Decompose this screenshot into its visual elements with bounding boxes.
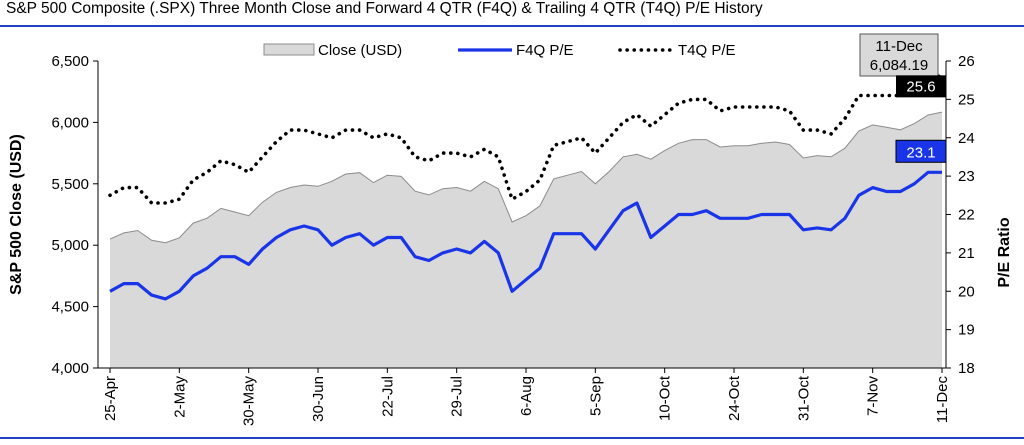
left-tick-label: 4,500 <box>51 299 89 316</box>
t4q-callout-value: 25.6 <box>906 78 935 95</box>
legend-label-t4q: T4Q P/E <box>678 42 736 59</box>
close-area-outline <box>109 111 943 244</box>
bottom-rule <box>0 437 1024 439</box>
left-tick-label: 6,000 <box>51 114 89 131</box>
legend: Close (USD) F4Q P/E T4Q P/E <box>263 42 736 59</box>
left-axis-title: S&P 500 Close (USD) <box>8 134 25 295</box>
chart-title: S&P 500 Composite (.SPX) Three Month Clo… <box>6 0 763 17</box>
x-tick-label: 29-Jul <box>449 376 466 417</box>
legend-label-close: Close (USD) <box>318 42 402 59</box>
close-area-series <box>109 111 943 368</box>
close-callout-box <box>859 33 939 77</box>
x-tick-label: 31-Oct <box>795 375 812 421</box>
close-callout-value: 6,084.19 <box>870 57 928 74</box>
x-tick-label: 22-Jul <box>379 376 396 417</box>
right-tick-label: 22 <box>958 207 975 224</box>
left-tick-label: 4,000 <box>51 360 89 377</box>
t4q-callout-box <box>896 75 946 98</box>
x-tick-label: 2-May <box>171 376 188 418</box>
right-tick-label: 21 <box>958 245 975 262</box>
x-tick-label: 6-Aug <box>518 376 535 416</box>
x-tick-label: 30-Jun <box>310 376 327 422</box>
axes: 4,000 4,500 5,000 5,500 6,000 6,500 18 19 20 21 22… <box>8 53 1013 426</box>
right-tick-label: 25 <box>958 91 975 108</box>
x-tick-label: 25-Apr <box>102 376 119 421</box>
right-axis-title: P/E Ratio <box>996 217 1013 287</box>
right-tick-label: 20 <box>958 283 975 300</box>
x-tick-label: 24-Oct <box>726 375 743 421</box>
x-tick-label: 7-Nov <box>865 376 882 417</box>
right-tick-label: 23 <box>958 168 975 185</box>
pe-line-series <box>108 74 944 301</box>
x-tick-label: 10-Oct <box>657 375 674 421</box>
legend-label-f4q: F4Q P/E <box>516 42 574 59</box>
right-tick-label: 24 <box>958 130 975 147</box>
left-tick-label: 6,500 <box>51 53 89 70</box>
left-tick-label: 5,000 <box>51 237 89 254</box>
f4q-callout-box <box>895 139 947 163</box>
t4q-pe-line <box>108 74 944 205</box>
title-rule <box>0 25 1024 27</box>
f4q-pe-line <box>109 170 942 301</box>
right-tick-label: 19 <box>958 322 975 339</box>
left-tick-label: 5,500 <box>51 176 89 193</box>
right-tick-label: 18 <box>958 360 975 377</box>
f4q-callout-value: 23.1 <box>906 144 935 161</box>
x-tick-label: 11-Dec <box>934 376 951 424</box>
close-callout-date: 11-Dec <box>875 38 923 55</box>
x-tick-label: 30-May <box>241 376 258 427</box>
callouts: 11-Dec 6,084.19 25.6 23.1 <box>859 33 947 163</box>
right-tick-label: 26 <box>958 53 975 70</box>
x-tick-label: 5-Sep <box>587 376 604 416</box>
close-area <box>110 112 942 368</box>
legend-swatch-close <box>263 43 315 56</box>
